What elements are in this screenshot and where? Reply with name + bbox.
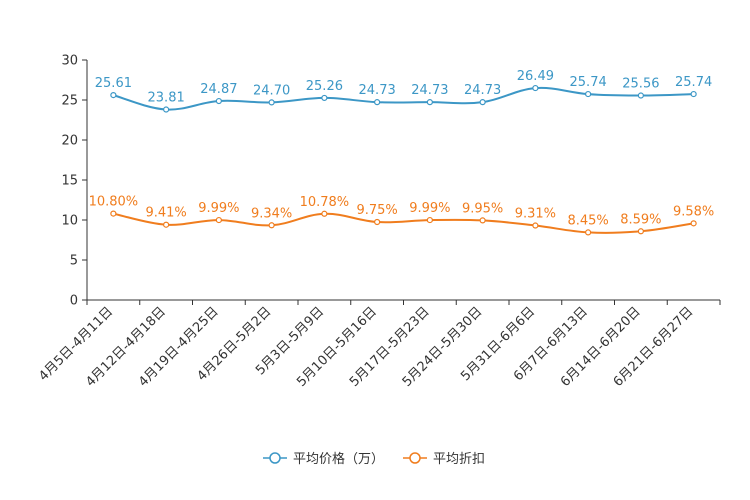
legend-item-avg-price[interactable]: 平均价格（万） <box>263 451 384 467</box>
legend-item-avg-discount[interactable]: 平均折扣 <box>403 452 485 467</box>
data-label: 25.61 <box>95 76 132 91</box>
data-label: 24.70 <box>253 83 290 98</box>
x-axis: 4月5日-4月11日4月12日-4月18日4月19日-4月25日4月26日-5月… <box>36 299 721 390</box>
data-label: 10.78% <box>300 195 350 210</box>
data-label: 9.75% <box>356 203 397 218</box>
data-point[interactable] <box>532 222 539 229</box>
series-line <box>113 86 694 111</box>
data-point[interactable] <box>585 90 592 98</box>
series-layer: 25.61 23.81 24.87 24.70 25.26 24.73 24.73 24.73… <box>89 69 714 236</box>
y-tick-label: 30 <box>61 54 78 69</box>
y-tick-label: 20 <box>61 134 78 149</box>
y-axis: 0 5 10 15 20 25 30 <box>61 54 88 309</box>
data-point[interactable] <box>268 222 275 229</box>
series-line <box>113 212 694 234</box>
data-point[interactable] <box>268 99 275 106</box>
data-label: 9.95% <box>462 201 503 216</box>
legend-circle-icon <box>409 452 421 464</box>
data-point[interactable] <box>321 210 328 217</box>
y-tick-label: 15 <box>61 174 78 189</box>
legend[interactable]: 平均价格（万） 平均折扣 <box>263 451 485 467</box>
data-point[interactable] <box>479 99 486 106</box>
data-point[interactable] <box>479 217 486 224</box>
data-label: 10.80% <box>89 195 139 210</box>
data-label: 9.41% <box>145 206 186 221</box>
data-label: 25.26 <box>306 79 343 94</box>
y-tick-label: 5 <box>70 254 78 269</box>
data-point[interactable] <box>690 90 697 98</box>
data-label: 8.45% <box>567 213 608 228</box>
data-label: 26.49 <box>517 69 554 84</box>
data-point[interactable] <box>110 92 117 99</box>
legend-label: 平均价格（万） <box>293 451 384 467</box>
data-point[interactable] <box>585 229 592 236</box>
data-point[interactable] <box>215 216 222 224</box>
data-point[interactable] <box>163 106 170 113</box>
data-point[interactable] <box>374 218 381 226</box>
data-label: 9.99% <box>409 201 450 216</box>
data-label: 24.87 <box>200 82 237 97</box>
data-label: 9.58% <box>673 204 714 219</box>
data-point[interactable] <box>426 216 433 224</box>
data-label: 25.74 <box>570 75 607 90</box>
y-tick-label: 10 <box>61 214 78 229</box>
data-label: 24.73 <box>359 83 396 98</box>
data-label: 24.73 <box>464 83 501 98</box>
legend-label: 平均折扣 <box>433 452 485 467</box>
data-point[interactable] <box>110 210 117 217</box>
data-point[interactable] <box>426 99 433 106</box>
data-label: 9.31% <box>515 207 556 222</box>
data-point[interactable] <box>637 92 644 99</box>
series-avg-discount: 10.80% 9.41% 9.99% 9.34% 10.78% 9.75% 9.99% 9.9… <box>89 195 714 236</box>
legend-circle-icon <box>269 452 281 464</box>
y-tick-label: 0 <box>70 294 78 309</box>
data-point[interactable] <box>690 220 697 227</box>
data-label: 25.56 <box>622 77 659 92</box>
data-label: 9.34% <box>251 206 292 221</box>
data-label: 9.99% <box>198 201 239 216</box>
data-point[interactable] <box>637 228 644 235</box>
data-label: 23.81 <box>148 91 185 106</box>
data-point[interactable] <box>532 84 539 92</box>
series-avg-price: 25.61 23.81 24.87 24.70 25.26 24.73 24.73 24.73… <box>95 69 712 113</box>
data-label: 24.73 <box>411 83 448 98</box>
data-label: 8.59% <box>620 212 661 227</box>
y-tick-label: 25 <box>61 94 78 109</box>
data-point[interactable] <box>163 221 170 228</box>
data-point[interactable] <box>215 97 222 105</box>
data-point[interactable] <box>374 99 381 106</box>
data-label: 25.74 <box>675 75 712 90</box>
data-point[interactable] <box>321 94 328 102</box>
